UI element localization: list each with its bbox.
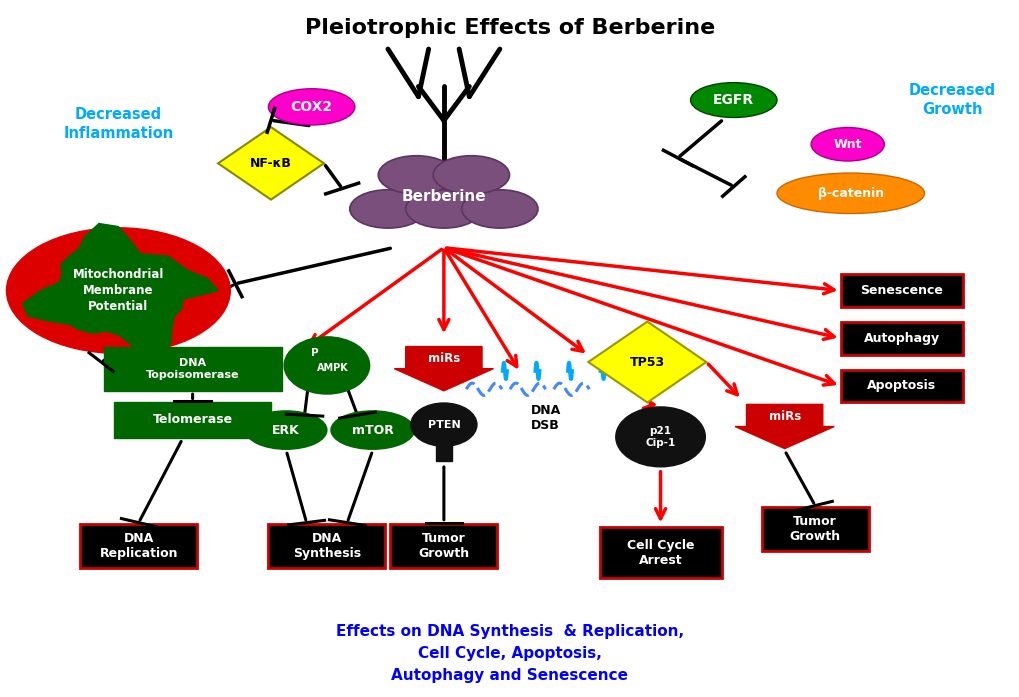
Text: Wnt: Wnt [833,138,861,151]
Ellipse shape [462,190,537,228]
Polygon shape [394,346,493,391]
FancyBboxPatch shape [104,346,281,391]
Text: Cell Cycle
Arrest: Cell Cycle Arrest [627,539,694,567]
Text: PTEN: PTEN [427,420,460,429]
Circle shape [284,337,369,394]
Polygon shape [735,404,834,449]
Text: DNA
Replication: DNA Replication [100,532,177,560]
FancyBboxPatch shape [599,527,720,578]
Text: AMPK: AMPK [317,363,348,373]
Text: ERK: ERK [272,424,300,436]
FancyBboxPatch shape [114,402,271,438]
Text: NF-κB: NF-κB [250,157,291,170]
FancyBboxPatch shape [268,523,385,568]
Ellipse shape [378,155,454,194]
FancyBboxPatch shape [840,322,962,355]
Text: Mitochondrial
Membrane
Potential: Mitochondrial Membrane Potential [72,268,164,313]
FancyBboxPatch shape [840,274,962,307]
Text: miRs: miRs [767,410,800,423]
Text: Berberine: Berberine [401,189,486,204]
Ellipse shape [776,173,923,213]
Circle shape [615,407,704,467]
Text: DNA
DSB: DNA DSB [530,404,560,433]
FancyBboxPatch shape [761,507,868,551]
Text: COX2: COX2 [290,100,332,114]
Ellipse shape [268,89,355,125]
Polygon shape [588,321,705,402]
Text: DNA
Synthesis: DNA Synthesis [292,532,361,560]
Ellipse shape [810,128,883,161]
FancyBboxPatch shape [81,523,197,568]
Ellipse shape [411,403,477,446]
Ellipse shape [330,411,414,450]
Polygon shape [22,224,218,354]
Text: Autophagy: Autophagy [863,332,938,345]
Text: Telomerase: Telomerase [153,413,232,427]
Text: DNA
Topoisomerase: DNA Topoisomerase [146,358,239,380]
Text: Pleiotrophic Effects of Berberine: Pleiotrophic Effects of Berberine [305,18,714,38]
Text: Apoptosis: Apoptosis [866,379,935,392]
Text: Tumor
Growth: Tumor Growth [789,514,840,543]
Polygon shape [218,127,323,199]
Text: β-catenin: β-catenin [817,187,883,200]
Text: Decreased
Inflammation: Decreased Inflammation [63,107,173,141]
FancyBboxPatch shape [435,435,451,461]
Ellipse shape [406,190,482,228]
FancyBboxPatch shape [840,369,962,402]
Text: P: P [311,348,318,358]
Text: Decreased
Growth: Decreased Growth [908,83,996,117]
Ellipse shape [433,155,510,194]
Text: miRs: miRs [427,352,460,365]
Text: Senescence: Senescence [859,284,943,297]
Text: TP53: TP53 [629,355,664,369]
Ellipse shape [6,228,230,353]
Ellipse shape [350,190,426,228]
FancyBboxPatch shape [390,523,497,568]
Text: Effects on DNA Synthesis  & Replication,
Cell Cycle, Apoptosis,
Autophagy and Se: Effects on DNA Synthesis & Replication, … [335,624,684,683]
Text: EGFR: EGFR [712,93,754,107]
Text: p21
Cip-1: p21 Cip-1 [645,426,675,447]
Ellipse shape [690,83,776,118]
Ellipse shape [246,411,326,450]
Text: Tumor
Growth: Tumor Growth [418,532,469,560]
Text: mTOR: mTOR [352,424,393,436]
